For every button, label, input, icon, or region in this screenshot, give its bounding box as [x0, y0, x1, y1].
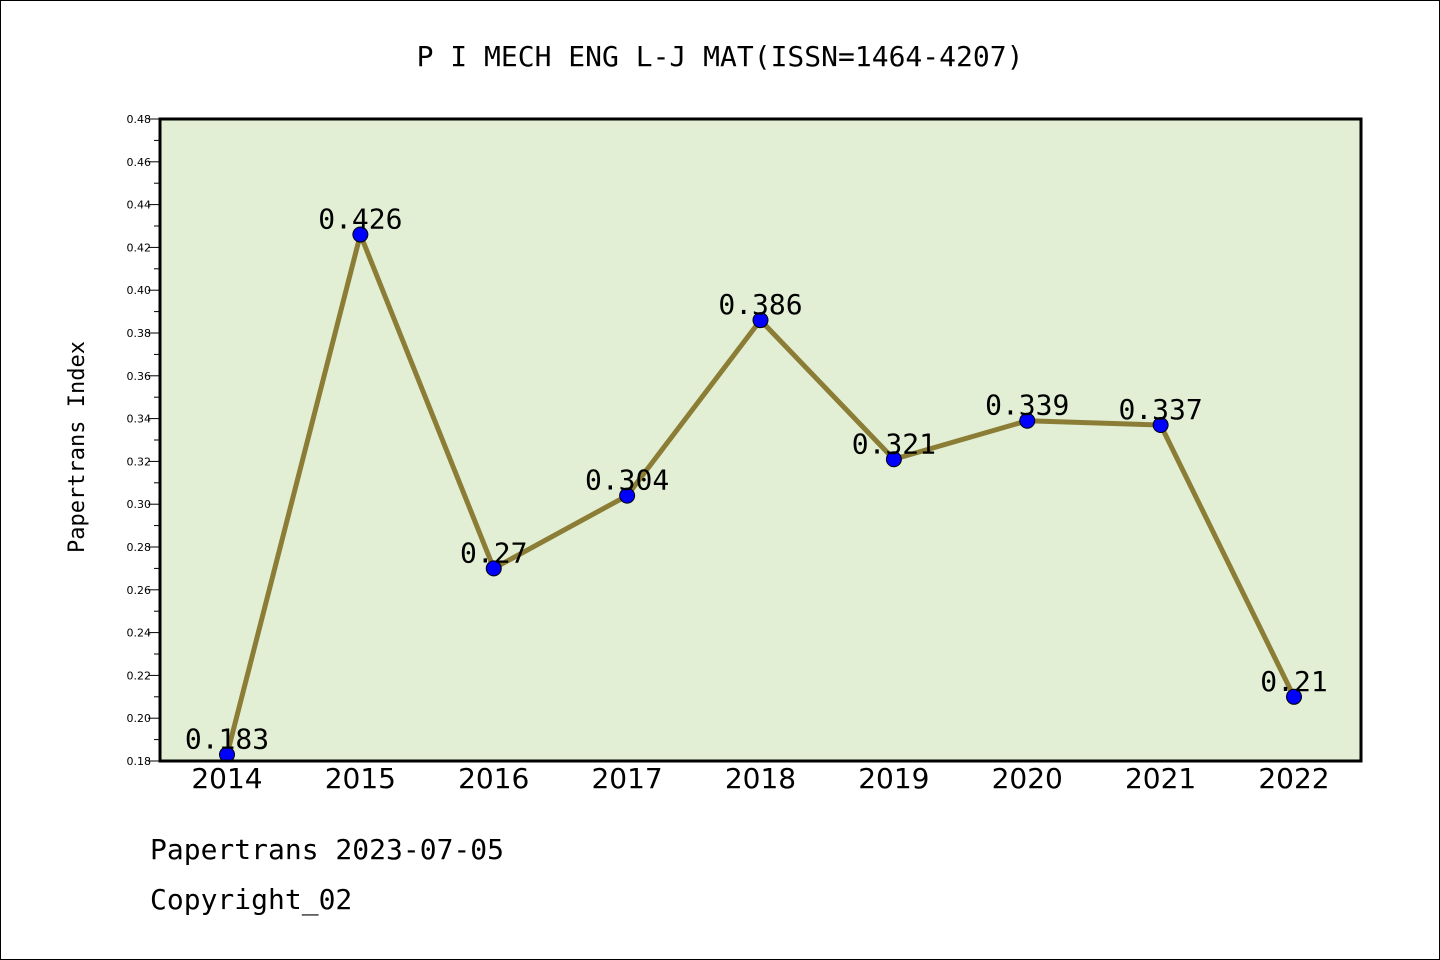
y-tick-label: 0.38 [127, 327, 152, 340]
data-label: 0.21 [1260, 665, 1327, 698]
y-tick-label: 0.46 [127, 156, 152, 169]
data-label: 0.27 [460, 536, 527, 569]
data-point [1152, 417, 1169, 434]
y-axis-tick-labels: 0.18 0.20 0.22 0.24 0.26 0.28 0.30 0.32 0.34 0.36… [127, 113, 152, 768]
data-point [1286, 688, 1302, 705]
x-axis-tick-labels: 2014 2015 2016 2017 2018 2019 2020 2021 2022 [191, 762, 1329, 795]
data-label: 0.304 [585, 464, 669, 497]
plot-area [160, 119, 1361, 761]
data-point [619, 487, 636, 504]
y-tick-label: 0.26 [127, 584, 152, 597]
data-label: 0.339 [985, 389, 1069, 422]
data-label: 0.183 [185, 723, 269, 756]
data-label: 0.426 [318, 203, 402, 236]
data-label: 0.337 [1118, 393, 1202, 426]
data-labels: 0.183 0.426 0.27 0.304 0.386 0.321 0.339 0.337 0… [185, 203, 1328, 756]
y-tick-label: 0.44 [127, 199, 152, 212]
y-tick-label: 0.22 [127, 669, 152, 682]
x-tick-label: 2015 [325, 762, 396, 795]
y-tick-label: 0.48 [127, 113, 152, 126]
x-tick-label: 2016 [458, 762, 529, 795]
x-tick-label: 2022 [1258, 762, 1329, 795]
y-tick-label: 0.24 [127, 627, 152, 640]
plot-border [158, 117, 1363, 763]
y-axis-label: Papertrans Index [65, 341, 90, 553]
y-tick-label: 0.28 [127, 541, 152, 554]
chart-title: P I MECH ENG L-J MAT(ISSN=1464-4207) [417, 40, 1024, 73]
y-tick-label: 0.30 [127, 498, 152, 511]
y-tick-label: 0.32 [127, 455, 152, 468]
x-tick-label: 2017 [591, 762, 662, 795]
footer-date: Papertrans 2023-07-05 [150, 833, 505, 866]
data-point [885, 451, 902, 468]
x-tick-label: 2014 [191, 762, 262, 795]
data-point [485, 560, 502, 577]
data-label: 0.321 [852, 427, 936, 460]
footer-copyright: Copyright_02 [150, 883, 353, 916]
x-tick-label: 2021 [1125, 762, 1196, 795]
y-tick-label: 0.40 [127, 284, 152, 297]
y-tick-label: 0.34 [127, 413, 152, 426]
x-tick-label: 2020 [992, 762, 1063, 795]
x-tick-label: 2019 [858, 762, 929, 795]
y-tick-label: 0.42 [127, 241, 152, 254]
data-markers [219, 226, 1302, 763]
y-axis-ticks [148, 118, 160, 762]
y-tick-label: 0.36 [127, 370, 152, 383]
x-tick-label: 2018 [725, 762, 796, 795]
y-tick-label: 0.18 [127, 755, 152, 768]
data-label: 0.386 [718, 288, 802, 321]
data-point [352, 226, 369, 243]
y-tick-label: 0.20 [127, 712, 152, 725]
data-point [752, 312, 769, 329]
data-point [1019, 412, 1036, 429]
